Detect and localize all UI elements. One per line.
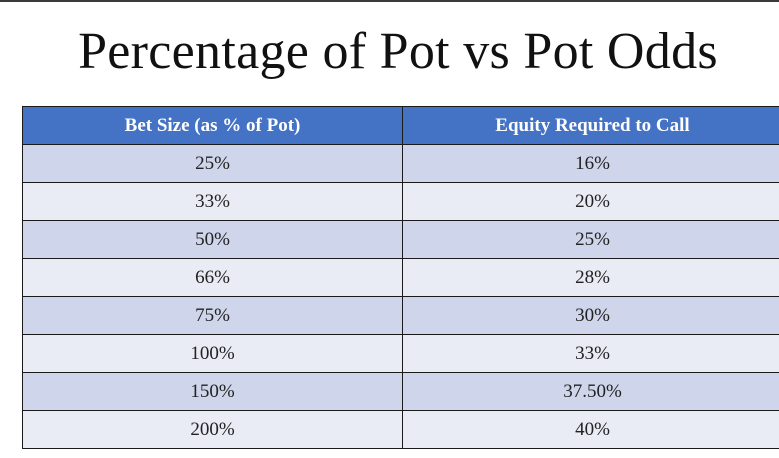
cell-equity-required: 40%: [402, 410, 779, 449]
table-header-row: Bet Size (as % of Pot) Equity Required t…: [22, 106, 779, 145]
cell-equity-required: 16%: [402, 144, 779, 183]
cell-bet-size: 25%: [22, 144, 403, 183]
table-row: 25% 16%: [22, 144, 779, 183]
cell-equity-required: 25%: [402, 220, 779, 259]
cell-equity-required: 28%: [402, 258, 779, 297]
cell-bet-size: 150%: [22, 372, 403, 411]
top-border: [0, 0, 779, 2]
cell-equity-required: 30%: [402, 296, 779, 335]
header-bet-size: Bet Size (as % of Pot): [22, 106, 403, 145]
cell-equity-required: 33%: [402, 334, 779, 373]
cell-equity-required: 37.50%: [402, 372, 779, 411]
cell-bet-size: 100%: [22, 334, 403, 373]
cell-bet-size: 66%: [22, 258, 403, 297]
cell-equity-required: 20%: [402, 182, 779, 221]
cell-bet-size: 50%: [22, 220, 403, 259]
table-row: 75% 30%: [22, 296, 779, 335]
slide-title: Percentage of Pot vs Pot Odds: [78, 23, 718, 80]
header-equity-required: Equity Required to Call: [402, 106, 779, 145]
table-row: 100% 33%: [22, 334, 779, 373]
cell-bet-size: 200%: [22, 410, 403, 449]
pot-odds-table-container: Bet Size (as % of Pot) Equity Required t…: [22, 106, 779, 458]
table-row: 50% 25%: [22, 220, 779, 259]
table-row: 33% 20%: [22, 182, 779, 221]
cell-bet-size: 33%: [22, 182, 403, 221]
table-row: 200% 40%: [22, 410, 779, 449]
table-row: 66% 28%: [22, 258, 779, 297]
table-row: 150% 37.50%: [22, 372, 779, 411]
pot-odds-table: Bet Size (as % of Pot) Equity Required t…: [22, 106, 779, 449]
cell-bet-size: 75%: [22, 296, 403, 335]
